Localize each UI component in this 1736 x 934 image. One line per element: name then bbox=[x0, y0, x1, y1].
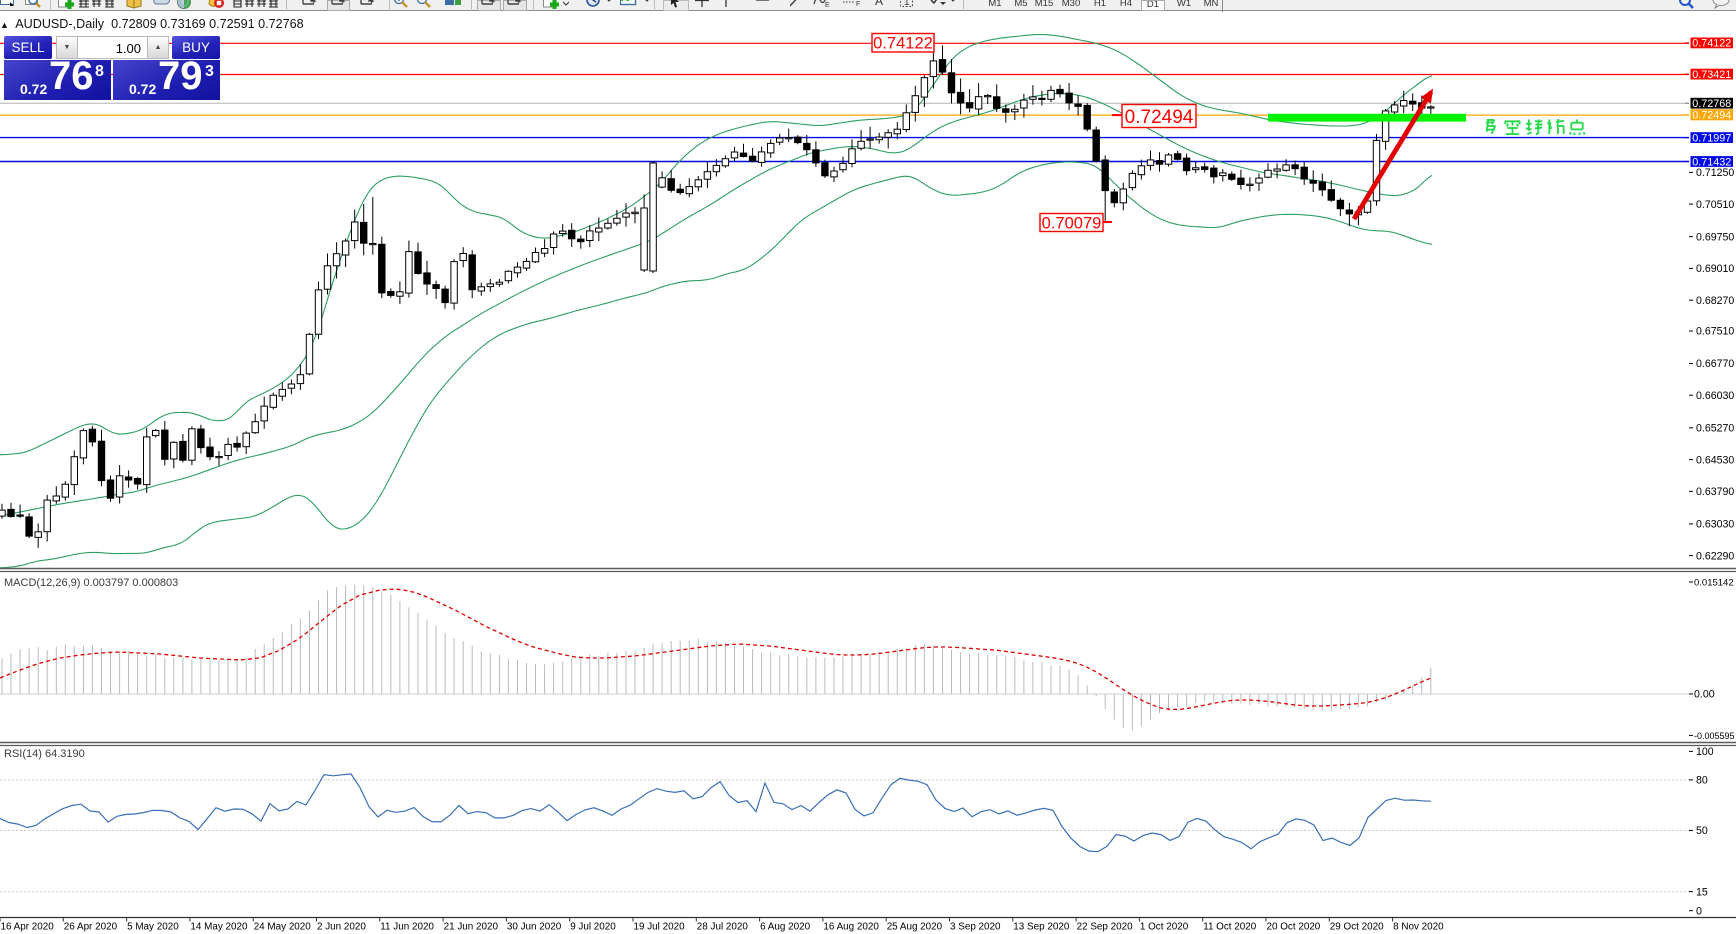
svg-text:5 May 2020: 5 May 2020 bbox=[127, 922, 179, 933]
svg-text:0: 0 bbox=[1696, 905, 1702, 917]
svg-text:0.66770: 0.66770 bbox=[1696, 358, 1734, 370]
svg-text:24 May 2020: 24 May 2020 bbox=[254, 922, 312, 933]
svg-text:0.74122: 0.74122 bbox=[873, 35, 933, 53]
svg-text:0.71250: 0.71250 bbox=[1696, 167, 1734, 179]
svg-text:3 Sep 2020: 3 Sep 2020 bbox=[950, 922, 1001, 933]
svg-text:1 Oct 2020: 1 Oct 2020 bbox=[1140, 922, 1189, 933]
svg-text:0.66030: 0.66030 bbox=[1696, 390, 1734, 402]
svg-text:F: F bbox=[856, 1, 860, 8]
svg-text:20 Oct 2020: 20 Oct 2020 bbox=[1267, 922, 1321, 933]
svg-text:0.00: 0.00 bbox=[1694, 689, 1715, 701]
svg-text:0.71997: 0.71997 bbox=[1692, 132, 1731, 144]
svg-text:0.72494: 0.72494 bbox=[1692, 110, 1731, 122]
svg-text:0.74122: 0.74122 bbox=[1692, 38, 1731, 50]
svg-text:0.63790: 0.63790 bbox=[1696, 486, 1734, 498]
svg-text:0.72494: 0.72494 bbox=[1125, 107, 1194, 128]
svg-text:0.64530: 0.64530 bbox=[1696, 454, 1734, 466]
svg-text:16 Aug 2020: 16 Aug 2020 bbox=[823, 922, 879, 933]
svg-text:0.67510: 0.67510 bbox=[1696, 326, 1734, 338]
svg-text:50: 50 bbox=[1696, 825, 1708, 837]
svg-text:30 Jun 2020: 30 Jun 2020 bbox=[507, 922, 562, 933]
svg-text:0.65270: 0.65270 bbox=[1696, 423, 1734, 435]
svg-text:0.69750: 0.69750 bbox=[1696, 231, 1734, 243]
svg-text:80: 80 bbox=[1696, 775, 1708, 787]
svg-text:0.70510: 0.70510 bbox=[1696, 199, 1734, 211]
svg-text:0.73421: 0.73421 bbox=[1692, 69, 1731, 81]
svg-text:19 Jul 2020: 19 Jul 2020 bbox=[634, 922, 686, 933]
svg-text:0.70079: 0.70079 bbox=[1042, 214, 1102, 232]
svg-text:0.015142: 0.015142 bbox=[1694, 578, 1734, 589]
svg-text:11 Jun 2020: 11 Jun 2020 bbox=[380, 922, 434, 933]
svg-text:RSI(14) 64.3190: RSI(14) 64.3190 bbox=[4, 748, 85, 760]
svg-text:0.71432: 0.71432 bbox=[1692, 156, 1731, 168]
svg-text:16 Apr 2020: 16 Apr 2020 bbox=[1, 922, 55, 933]
svg-text:25 Aug 2020: 25 Aug 2020 bbox=[887, 922, 943, 933]
svg-text:0.72768: 0.72768 bbox=[1692, 98, 1731, 110]
svg-text:2 Jun 2020: 2 Jun 2020 bbox=[317, 922, 366, 933]
svg-text:21 Jun 2020: 21 Jun 2020 bbox=[444, 922, 499, 933]
svg-text:9 Jul 2020: 9 Jul 2020 bbox=[570, 922, 616, 933]
svg-text:29 Oct 2020: 29 Oct 2020 bbox=[1330, 922, 1384, 933]
svg-text:6 Aug 2020: 6 Aug 2020 bbox=[760, 922, 810, 933]
svg-text:1: 1 bbox=[904, 0, 910, 8]
svg-text:8 Nov 2020: 8 Nov 2020 bbox=[1393, 922, 1444, 933]
svg-text:15: 15 bbox=[1696, 886, 1708, 898]
svg-text:MACD(12,26,9) 0.003797 0.00080: MACD(12,26,9) 0.003797 0.000803 bbox=[4, 577, 178, 589]
svg-text:0.63030: 0.63030 bbox=[1696, 519, 1734, 531]
svg-text:22 Sep 2020: 22 Sep 2020 bbox=[1077, 922, 1134, 933]
svg-text:E: E bbox=[825, 2, 830, 9]
svg-text:0.69010: 0.69010 bbox=[1696, 263, 1734, 275]
svg-text:26 Apr 2020: 26 Apr 2020 bbox=[64, 922, 118, 933]
svg-text:A: A bbox=[875, 0, 883, 8]
svg-text:14 May 2020: 14 May 2020 bbox=[190, 922, 248, 933]
svg-text:0.68270: 0.68270 bbox=[1696, 295, 1734, 307]
svg-text:13 Sep 2020: 13 Sep 2020 bbox=[1013, 922, 1070, 933]
svg-text:0.62290: 0.62290 bbox=[1696, 550, 1734, 562]
svg-text:28 Jul 2020: 28 Jul 2020 bbox=[697, 922, 749, 933]
svg-text:100: 100 bbox=[1696, 746, 1714, 758]
svg-text:-0.005595: -0.005595 bbox=[1694, 731, 1735, 741]
svg-text:11 Oct 2020: 11 Oct 2020 bbox=[1203, 922, 1257, 933]
